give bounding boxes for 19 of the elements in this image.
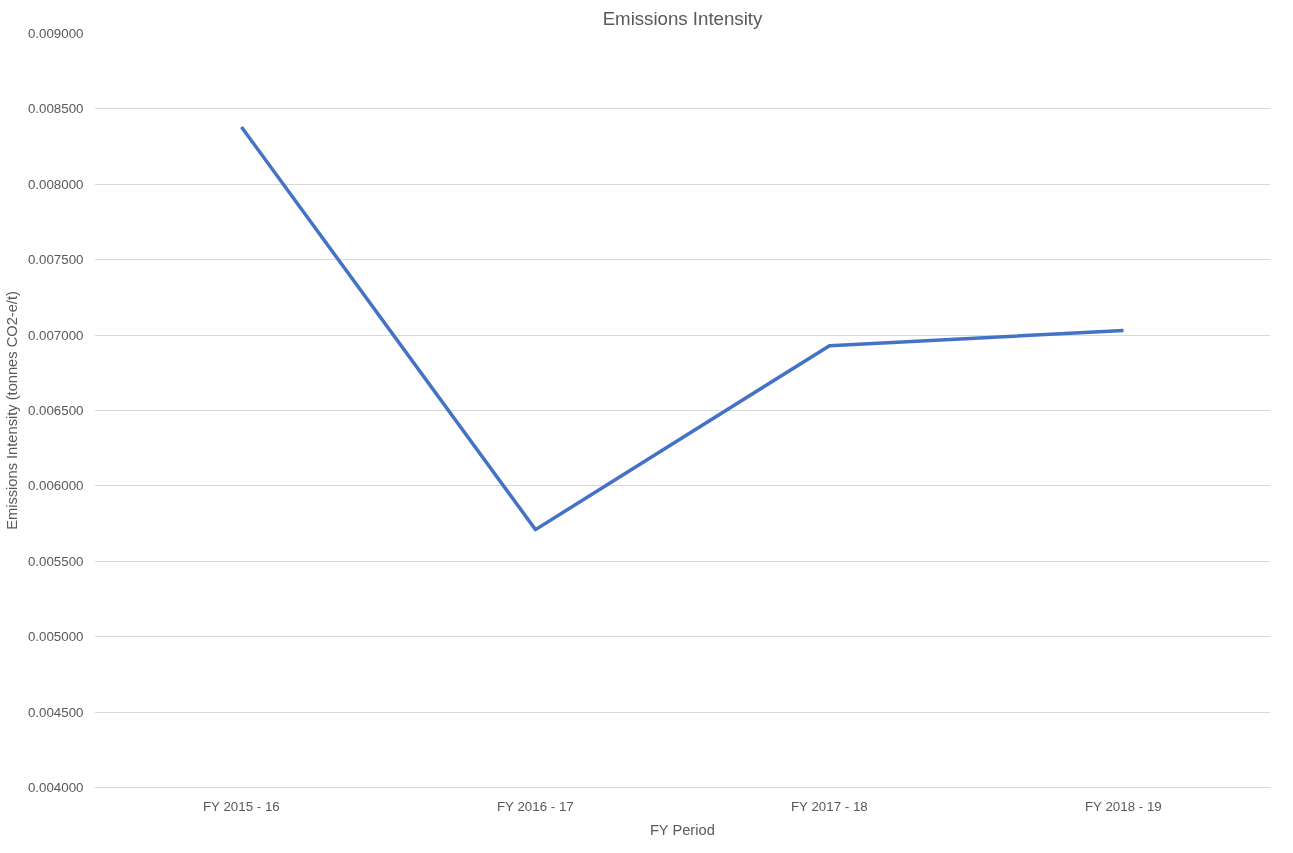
y-tick-label: 0.009000 (27, 26, 84, 41)
x-tick-label: FY 2015 - 16 (202, 798, 280, 814)
y-axis-title: Emissions Intensity (tonnes CO2-e/t) (3, 291, 20, 530)
x-tick-label: FY 2016 - 17 (496, 798, 574, 814)
y-tick-label: 0.007500 (27, 252, 84, 268)
y-tick-label: 0.005000 (27, 629, 84, 645)
y-tick-label: 0.005500 (27, 553, 84, 569)
x-axis-title: FY Period (649, 821, 715, 838)
y-tick-label: 0.004500 (27, 704, 84, 720)
line-series (239, 125, 1126, 532)
y-tick-label: 0.008500 (27, 101, 84, 117)
y-tick-label: 0.007000 (27, 327, 84, 343)
x-tick-label: FY 2018 - 19 (1084, 798, 1162, 814)
y-tick-label: 0.006000 (27, 478, 84, 494)
x-tick-label: FY 2017 - 18 (790, 798, 868, 814)
y-tick-label: 0.008000 (27, 176, 84, 192)
chart-title: Emissions Intensity (602, 7, 764, 29)
y-tick-label: 0.004000 (27, 780, 84, 795)
y-tick-label: 0.006500 (27, 403, 84, 418)
